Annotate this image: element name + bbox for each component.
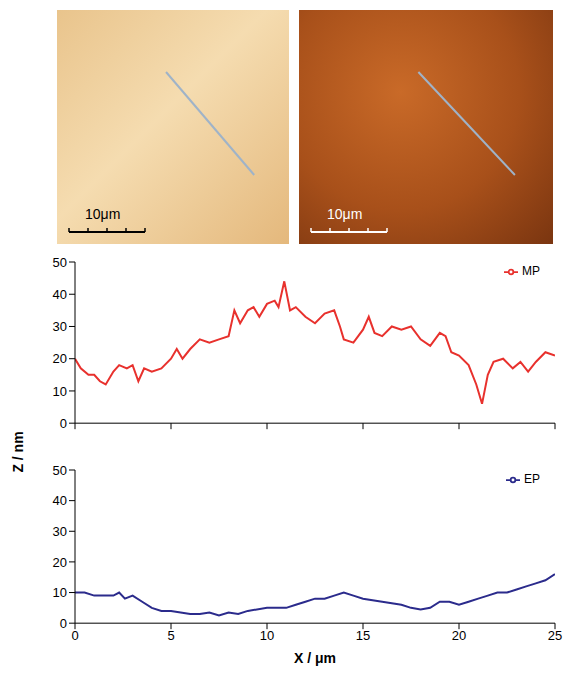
svg-text:40: 40 — [53, 493, 67, 508]
svg-text:15: 15 — [356, 628, 370, 643]
svg-text:30: 30 — [53, 524, 67, 539]
svg-text:50: 50 — [53, 463, 67, 478]
svg-text:20: 20 — [53, 555, 67, 570]
svg-text:20: 20 — [53, 351, 67, 366]
svg-text:0: 0 — [71, 628, 78, 643]
svg-text:40: 40 — [53, 287, 67, 302]
svg-text:30: 30 — [53, 319, 67, 334]
svg-text:10: 10 — [53, 384, 67, 399]
html-text:Z / nm: Z / nm — [10, 431, 26, 473]
html-text:EP: EP — [524, 472, 540, 486]
svg-text:50: 50 — [53, 255, 67, 270]
html-text:10μm: 10μm — [327, 206, 363, 222]
svg-text:0: 0 — [60, 616, 67, 631]
svg-text:5: 5 — [167, 628, 174, 643]
html-text:MP: MP — [522, 264, 540, 278]
svg-text:25: 25 — [548, 628, 562, 643]
svg-text:0: 0 — [60, 416, 67, 431]
svg-text:10: 10 — [260, 628, 274, 643]
svg-text:20: 20 — [452, 628, 466, 643]
svg-text:X / μm: X / μm — [294, 650, 336, 666]
svg-text:10: 10 — [53, 585, 67, 600]
html-text:10μm: 10μm — [85, 206, 121, 222]
